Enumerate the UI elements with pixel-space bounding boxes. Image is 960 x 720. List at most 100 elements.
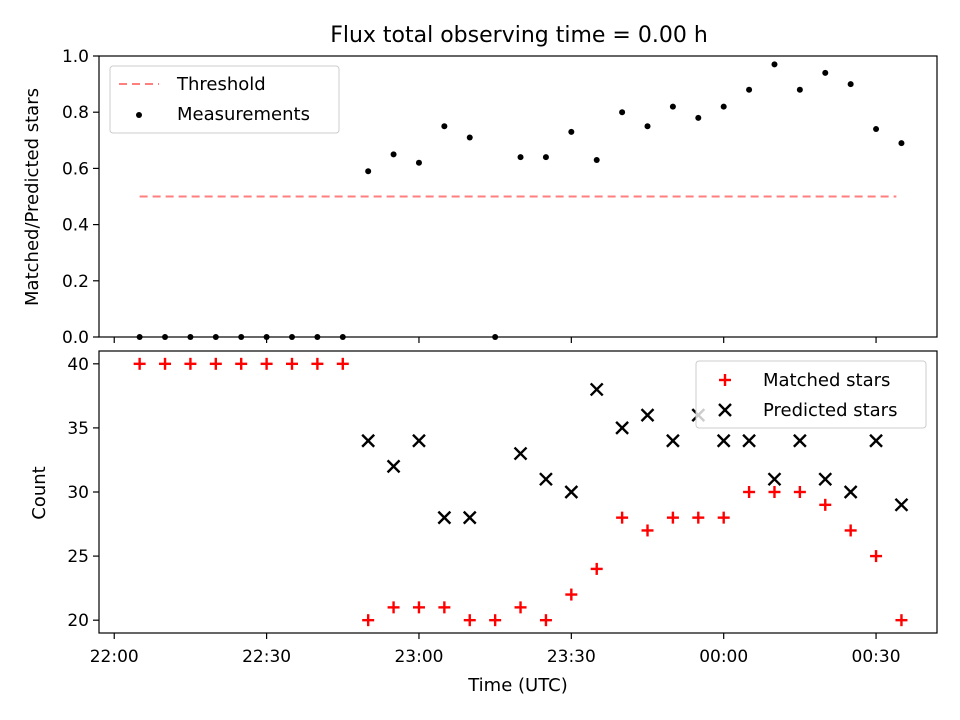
x-tick-label: 23:00 xyxy=(394,647,443,667)
x-tick-label: 00:00 xyxy=(699,647,748,667)
measurement-point xyxy=(568,128,575,135)
predicted-stars-point xyxy=(869,433,883,448)
measurement-point xyxy=(542,154,549,161)
predicted-stars-point xyxy=(386,459,401,474)
legend-measurements-swatch xyxy=(136,112,142,118)
legend-predicted-swatch xyxy=(718,403,732,417)
predicted-stars-point xyxy=(742,433,756,448)
predicted-stars-point xyxy=(589,382,604,397)
matched-stars-point xyxy=(717,511,730,524)
matched-stars-point xyxy=(870,550,883,563)
matched-stars-point xyxy=(565,588,578,601)
matched-stars-point xyxy=(159,357,172,370)
top-y-tick-label: 1.0 xyxy=(62,47,89,67)
matched-stars-point xyxy=(260,357,273,370)
measurement-point xyxy=(466,134,473,141)
x-tick-label: 00:30 xyxy=(852,647,901,667)
predicted-stars-point xyxy=(767,472,782,487)
predicted-stars-point xyxy=(615,421,629,435)
legend-predicted-label: Predicted stars xyxy=(763,400,897,421)
matched-stars-point xyxy=(336,357,349,370)
measurement-point xyxy=(695,114,702,121)
top-y-tick-label: 0.4 xyxy=(62,216,89,236)
matched-stars-point xyxy=(692,511,705,524)
top-legend-box xyxy=(109,65,340,134)
measurement-point xyxy=(898,140,905,147)
top-y-tick-label: 0.8 xyxy=(62,103,89,123)
predicted-stars-point xyxy=(818,472,833,487)
predicted-stars-point xyxy=(716,433,731,448)
measurement-point xyxy=(796,86,803,93)
top-axes-frame xyxy=(98,55,938,338)
top-y-tick-label: 0.2 xyxy=(62,272,89,292)
legend-measurements-label: Measurements xyxy=(177,104,310,125)
predicted-stars-point xyxy=(361,433,376,448)
matched-stars-point xyxy=(362,614,375,627)
matched-stars-point xyxy=(489,614,502,627)
measurement-point xyxy=(720,103,727,110)
matched-stars-point xyxy=(641,524,654,537)
bottom-y-tick-label: 35 xyxy=(67,419,89,439)
matched-stars-point xyxy=(793,486,806,498)
bottom-y-axis-label: Count xyxy=(29,466,50,519)
matched-stars-point xyxy=(311,357,324,370)
top-y-tick-label: 0.0 xyxy=(62,328,89,348)
bottom-legend: Matched stars Predicted stars xyxy=(695,360,927,429)
predicted-stars-point xyxy=(640,408,655,422)
measurement-point xyxy=(441,123,448,130)
top-axes: 0.0 0.2 0.4 0.6 0.8 1.0 Matched/Predicted sta… xyxy=(22,47,938,348)
matched-stars-point xyxy=(209,357,222,370)
matched-stars-point xyxy=(616,511,629,524)
top-y-axis-label: Matched/Predicted stars xyxy=(22,88,43,306)
matched-stars-point xyxy=(412,601,425,614)
predicted-stars-point xyxy=(843,485,858,499)
measurement-point xyxy=(593,156,600,163)
predicted-stars-point xyxy=(462,510,477,525)
measurement-point xyxy=(390,151,397,158)
matched-stars-point xyxy=(844,524,857,537)
bottom-y-tick-label: 30 xyxy=(67,483,89,503)
measurement-point xyxy=(822,69,829,76)
matched-stars-point xyxy=(184,357,197,370)
bottom-axes: 20 25 30 35 40 22:00 22:30 23:00 23:30 00:00 00:30… xyxy=(29,350,938,696)
matched-stars-point xyxy=(438,601,451,614)
predicted-stars-point xyxy=(894,497,909,512)
matched-stars-point xyxy=(285,357,298,370)
matched-stars-point xyxy=(387,601,400,614)
matched-stars-point xyxy=(235,357,248,370)
predicted-stars-point xyxy=(793,433,807,448)
matched-stars-point xyxy=(514,601,527,614)
bottom-legend-box xyxy=(695,360,927,429)
x-axis-label: Time (UTC) xyxy=(467,675,568,696)
matched-stars-point xyxy=(590,562,603,575)
measurement-point xyxy=(669,103,676,110)
predicted-stars-point xyxy=(539,472,553,487)
legend-threshold-label: Threshold xyxy=(176,74,266,95)
predicted-stars-point xyxy=(513,446,528,461)
x-tick-label: 22:00 xyxy=(90,647,139,667)
matched-stars-point xyxy=(133,357,146,370)
matched-stars-point xyxy=(463,614,476,627)
predicted-stars-point xyxy=(412,433,426,448)
x-tick-label: 22:30 xyxy=(242,647,291,667)
measurement-point xyxy=(415,159,422,166)
matched-stars-point xyxy=(539,614,552,627)
top-y-tick-label: 0.6 xyxy=(62,159,89,179)
measurement-point xyxy=(847,81,854,88)
measurement-point xyxy=(644,123,651,130)
matched-stars-point xyxy=(895,614,908,627)
top-legend: Threshold Measurements xyxy=(109,65,340,134)
measurement-point xyxy=(619,109,626,116)
measurement-point xyxy=(771,61,778,68)
bottom-y-tick-label: 20 xyxy=(67,611,89,631)
matched-stars-point xyxy=(768,486,781,498)
legend-matched-label: Matched stars xyxy=(763,370,890,391)
figure-title: Flux total observing time = 0.00 h xyxy=(330,23,708,48)
bottom-y-tick-label: 25 xyxy=(67,547,89,567)
predicted-stars-point xyxy=(666,433,680,448)
x-tick-label: 23:30 xyxy=(547,647,596,667)
measurement-point xyxy=(365,168,372,175)
measurement-point xyxy=(746,86,753,93)
bottom-y-tick-label: 40 xyxy=(67,355,89,375)
